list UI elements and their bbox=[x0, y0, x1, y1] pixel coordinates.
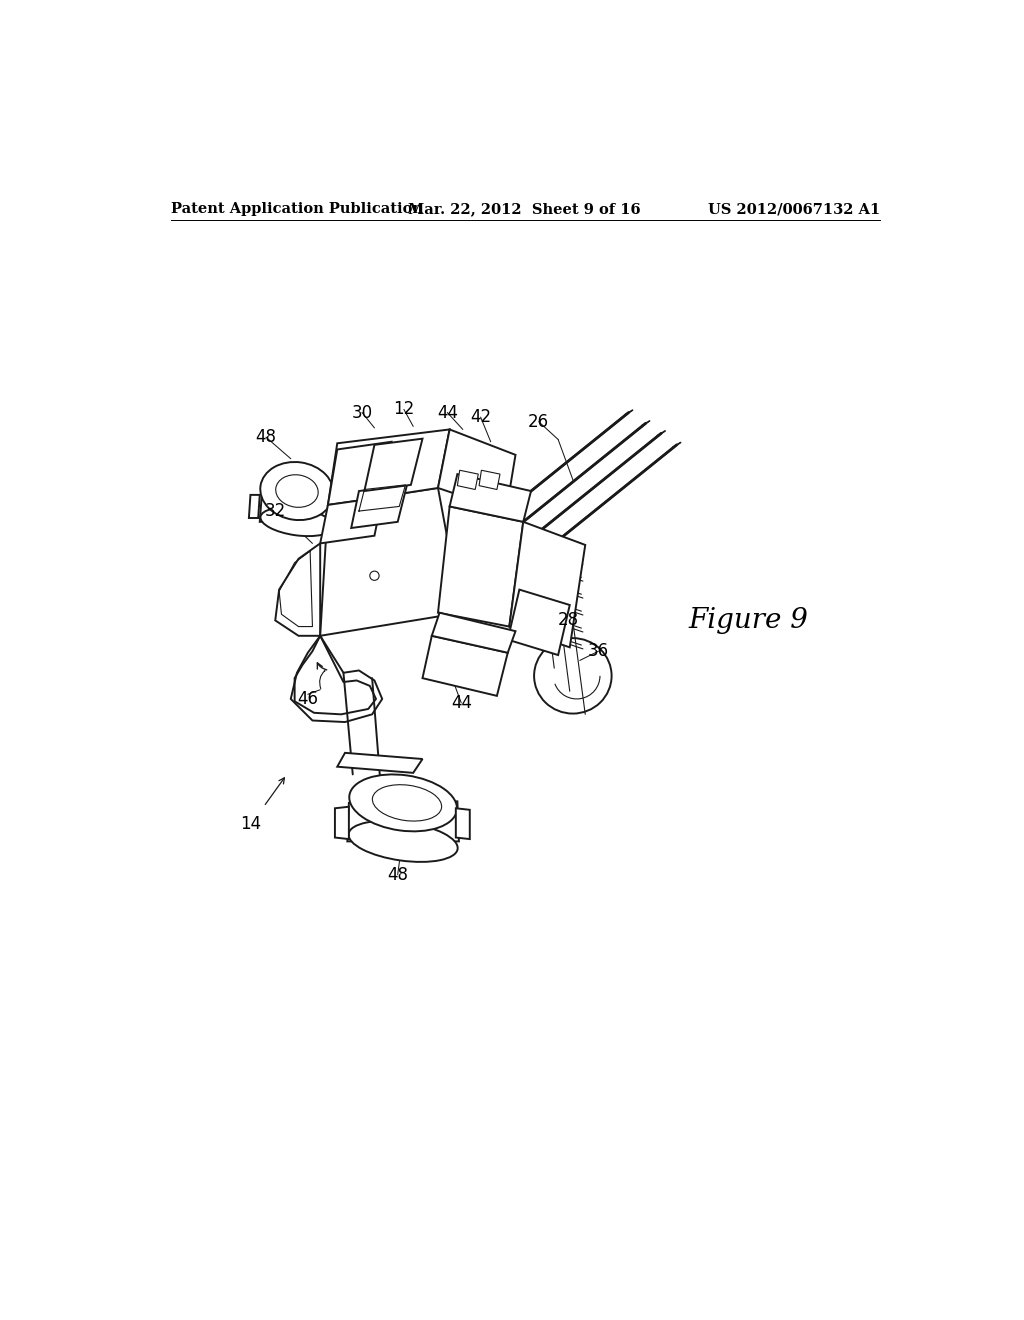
Polygon shape bbox=[432, 612, 515, 653]
Circle shape bbox=[370, 572, 379, 581]
Text: 12: 12 bbox=[393, 400, 415, 418]
Polygon shape bbox=[438, 429, 515, 511]
Polygon shape bbox=[249, 495, 260, 517]
Polygon shape bbox=[328, 442, 391, 506]
Polygon shape bbox=[423, 636, 508, 696]
Text: 46: 46 bbox=[297, 690, 318, 708]
Polygon shape bbox=[347, 801, 459, 841]
Text: 48: 48 bbox=[387, 866, 409, 883]
Polygon shape bbox=[458, 470, 478, 490]
Text: 42: 42 bbox=[470, 408, 492, 426]
Text: 32: 32 bbox=[264, 502, 286, 520]
Polygon shape bbox=[275, 544, 321, 636]
Ellipse shape bbox=[260, 462, 334, 520]
Polygon shape bbox=[365, 438, 423, 491]
Polygon shape bbox=[333, 499, 343, 520]
Text: 44: 44 bbox=[437, 404, 458, 421]
Polygon shape bbox=[438, 507, 523, 627]
Polygon shape bbox=[328, 429, 450, 506]
Ellipse shape bbox=[275, 475, 318, 507]
Text: 30: 30 bbox=[351, 404, 373, 421]
Text: Mar. 22, 2012  Sheet 9 of 16: Mar. 22, 2012 Sheet 9 of 16 bbox=[409, 202, 641, 216]
Text: 14: 14 bbox=[240, 816, 261, 833]
FancyArrowPatch shape bbox=[319, 671, 325, 689]
Ellipse shape bbox=[348, 821, 458, 862]
Polygon shape bbox=[321, 498, 382, 544]
Text: 28: 28 bbox=[558, 611, 579, 630]
Polygon shape bbox=[260, 490, 334, 521]
Ellipse shape bbox=[535, 638, 611, 714]
Polygon shape bbox=[479, 470, 500, 490]
Ellipse shape bbox=[349, 775, 457, 832]
Polygon shape bbox=[351, 484, 407, 528]
Polygon shape bbox=[335, 807, 349, 840]
Polygon shape bbox=[456, 808, 470, 840]
Text: 44: 44 bbox=[451, 694, 472, 711]
Text: Figure 9: Figure 9 bbox=[688, 607, 808, 634]
Text: 26: 26 bbox=[528, 413, 549, 430]
Ellipse shape bbox=[260, 508, 334, 536]
Polygon shape bbox=[508, 590, 569, 655]
Ellipse shape bbox=[373, 784, 441, 821]
Text: 48: 48 bbox=[255, 428, 276, 446]
Polygon shape bbox=[450, 474, 531, 521]
Text: 36: 36 bbox=[588, 643, 609, 660]
Polygon shape bbox=[337, 752, 423, 774]
Text: Patent Application Publication: Patent Application Publication bbox=[171, 202, 423, 216]
Text: US 2012/0067132 A1: US 2012/0067132 A1 bbox=[708, 202, 880, 216]
Polygon shape bbox=[509, 521, 586, 647]
Polygon shape bbox=[321, 488, 461, 636]
